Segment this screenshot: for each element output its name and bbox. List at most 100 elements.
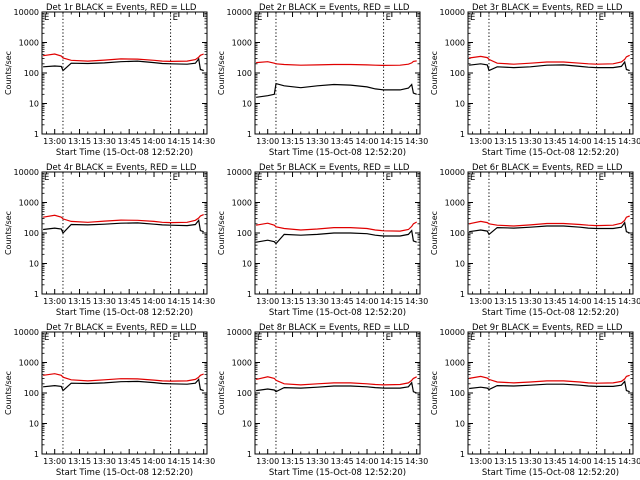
marker-label-right: E bbox=[599, 13, 604, 23]
y-tick-label: 10 bbox=[29, 260, 39, 269]
marker-label-left: E bbox=[44, 173, 49, 183]
x-tick-label: 13:15 bbox=[281, 137, 304, 146]
events-series-line bbox=[43, 378, 204, 392]
marker-label-right: E bbox=[599, 333, 604, 343]
x-tick-label: 14:00 bbox=[142, 297, 165, 306]
marker-label-right: E bbox=[386, 13, 391, 23]
y-tick-label: 1000 bbox=[445, 199, 465, 208]
panel-title: Det 3r BLACK = Events, RED = LLD bbox=[472, 3, 623, 13]
x-tick-label: 14:30 bbox=[618, 457, 640, 466]
y-axis-label: Counts/sec bbox=[4, 51, 13, 95]
x-tick-label: 13:30 bbox=[306, 457, 329, 466]
y-tick-label: 10 bbox=[29, 100, 39, 109]
y-tick-label: 100 bbox=[450, 229, 465, 238]
y-tick-label: 1000 bbox=[445, 359, 465, 368]
panel-title: Det 6r BLACK = Events, RED = LLD bbox=[472, 163, 623, 173]
y-tick-label: 1000 bbox=[19, 39, 39, 48]
x-tick-label: 14:15 bbox=[593, 297, 616, 306]
lld-series-line bbox=[255, 376, 417, 386]
panel-title: Det 1r BLACK = Events, RED = LLD bbox=[46, 3, 197, 13]
x-tick-label: 13:45 bbox=[331, 137, 354, 146]
x-tick-label: 13:45 bbox=[331, 457, 354, 466]
x-tick-label: 13:15 bbox=[494, 137, 517, 146]
x-axis-label: Start Time (15-Oct-08 12:52:20) bbox=[482, 308, 619, 318]
x-tick-label: 13:00 bbox=[43, 297, 66, 306]
x-axis-label: Start Time (15-Oct-08 12:52:20) bbox=[269, 308, 406, 318]
x-tick-label: 13:15 bbox=[281, 457, 304, 466]
x-tick-label: 13:00 bbox=[43, 137, 66, 146]
x-tick-label: 14:30 bbox=[405, 137, 428, 146]
marker-label-right: E bbox=[386, 333, 391, 343]
y-tick-label: 10000 bbox=[440, 328, 465, 337]
x-tick-label: 13:45 bbox=[544, 457, 567, 466]
detector-3r-panel: Det 3r BLACK = Events, RED = LLD 1 10 100 10… bbox=[430, 3, 640, 158]
plot-frame bbox=[254, 331, 421, 455]
marker-label-right: E bbox=[173, 13, 178, 23]
y-tick-label: 1000 bbox=[232, 359, 252, 368]
y-tick-label: 1000 bbox=[19, 199, 39, 208]
x-axis-label: Start Time (15-Oct-08 12:52:20) bbox=[269, 148, 406, 158]
lld-series-line bbox=[468, 374, 630, 384]
x-tick-label: 13:45 bbox=[118, 137, 141, 146]
lld-series-line bbox=[256, 60, 417, 67]
x-tick-label: 13:15 bbox=[494, 297, 517, 306]
y-tick-label: 100 bbox=[24, 229, 39, 238]
x-tick-label: 13:30 bbox=[306, 137, 329, 146]
y-tick-label: 1 bbox=[460, 450, 465, 459]
y-tick-label: 100 bbox=[450, 389, 465, 398]
x-tick-label: 13:15 bbox=[494, 457, 517, 466]
x-tick-label: 14:00 bbox=[355, 137, 378, 146]
x-tick-label: 13:00 bbox=[469, 297, 492, 306]
marker-label-left: E bbox=[470, 173, 475, 183]
marker-label-right: E bbox=[599, 173, 604, 183]
x-tick-label: 13:45 bbox=[118, 457, 141, 466]
plot-frame bbox=[467, 11, 634, 135]
x-tick-label: 13:00 bbox=[469, 457, 492, 466]
x-tick-label: 13:15 bbox=[68, 297, 91, 306]
plot-frame bbox=[41, 171, 208, 295]
y-axis-label: Counts/sec bbox=[4, 211, 13, 255]
marker-label-right: E bbox=[173, 333, 178, 343]
lld-series-line bbox=[255, 221, 417, 232]
events-series-line bbox=[469, 221, 630, 236]
lld-series-line bbox=[43, 53, 204, 63]
y-tick-label: 10 bbox=[455, 260, 465, 269]
events-series-line bbox=[469, 380, 630, 393]
y-tick-label: 1000 bbox=[232, 39, 252, 48]
x-tick-label: 14:00 bbox=[142, 137, 165, 146]
y-axis-label: Counts/sec bbox=[217, 211, 226, 255]
y-tick-label: 10 bbox=[455, 100, 465, 109]
y-tick-label: 10 bbox=[455, 420, 465, 429]
x-tick-label: 14:15 bbox=[167, 297, 190, 306]
y-tick-label: 100 bbox=[24, 389, 39, 398]
x-tick-label: 14:15 bbox=[380, 137, 403, 146]
y-tick-label: 1 bbox=[460, 130, 465, 139]
y-tick-label: 100 bbox=[237, 69, 252, 78]
x-tick-label: 13:15 bbox=[68, 137, 91, 146]
y-tick-label: 10000 bbox=[14, 168, 39, 177]
plot-frame bbox=[467, 171, 634, 295]
x-tick-label: 14:30 bbox=[192, 297, 215, 306]
x-tick-label: 13:15 bbox=[281, 297, 304, 306]
marker-label-left: E bbox=[44, 333, 49, 343]
x-tick-label: 14:30 bbox=[405, 297, 428, 306]
marker-label-left: E bbox=[44, 13, 49, 23]
y-tick-label: 100 bbox=[237, 389, 252, 398]
y-tick-label: 10 bbox=[242, 420, 252, 429]
x-tick-label: 13:45 bbox=[544, 137, 567, 146]
events-series-line bbox=[256, 381, 417, 394]
detector-6r-panel: Det 6r BLACK = Events, RED = LLD 1 10 100 10… bbox=[430, 163, 640, 318]
events-series-line bbox=[469, 60, 630, 72]
y-tick-label: 100 bbox=[450, 69, 465, 78]
x-tick-label: 13:00 bbox=[256, 457, 279, 466]
lld-series-line bbox=[43, 373, 204, 382]
x-tick-label: 13:00 bbox=[256, 297, 279, 306]
marker-label-left: E bbox=[257, 173, 262, 183]
y-tick-label: 1 bbox=[34, 130, 39, 139]
y-tick-label: 10000 bbox=[227, 328, 252, 337]
x-tick-label: 13:30 bbox=[93, 457, 116, 466]
detector-9r-panel: Det 9r BLACK = Events, RED = LLD 1 10 100 10… bbox=[430, 323, 640, 478]
y-tick-label: 10000 bbox=[227, 8, 252, 17]
x-tick-label: 13:00 bbox=[469, 137, 492, 146]
lld-series-line bbox=[468, 215, 630, 227]
